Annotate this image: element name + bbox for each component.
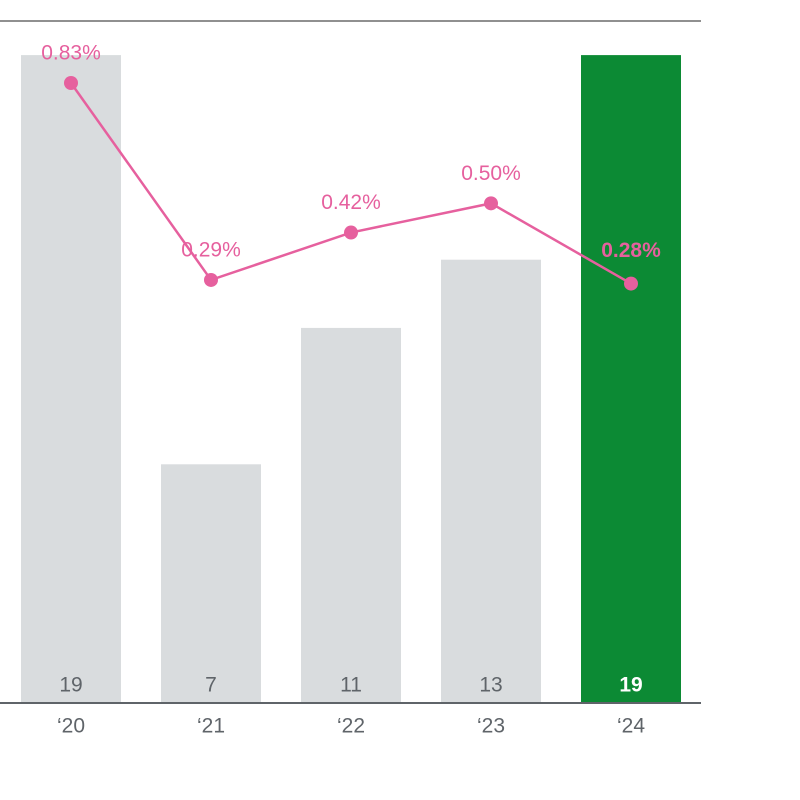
line-point	[344, 225, 358, 240]
line-point	[64, 76, 78, 90]
x-tick-label: ‘20	[57, 715, 85, 738]
bar-value-label: 13	[479, 674, 502, 697]
bar	[21, 55, 121, 704]
line-value-label: 0.83%	[41, 42, 101, 65]
line-point	[204, 272, 218, 287]
bar-value-label: 19	[59, 674, 82, 697]
line-value-label: 0.28%	[601, 239, 661, 262]
x-tick-label: ‘24	[617, 715, 645, 738]
bar	[581, 55, 681, 704]
x-tick-label: ‘21	[197, 715, 225, 738]
line-value-label: 0.29%	[181, 238, 241, 261]
line-point	[484, 196, 498, 211]
bar-value-label: 7	[205, 674, 217, 697]
line-value-label: 0.42%	[321, 191, 381, 214]
bar	[441, 259, 541, 703]
line-value-label: 0.50%	[461, 162, 521, 185]
bar-value-label: 11	[340, 674, 362, 697]
bar-value-label: 19	[619, 674, 642, 697]
line-point	[624, 276, 638, 291]
bar	[301, 327, 401, 703]
x-tick-label: ‘22	[337, 715, 365, 738]
x-tick-label: ‘23	[477, 715, 505, 738]
line	[69, 82, 632, 285]
bar	[161, 464, 261, 703]
